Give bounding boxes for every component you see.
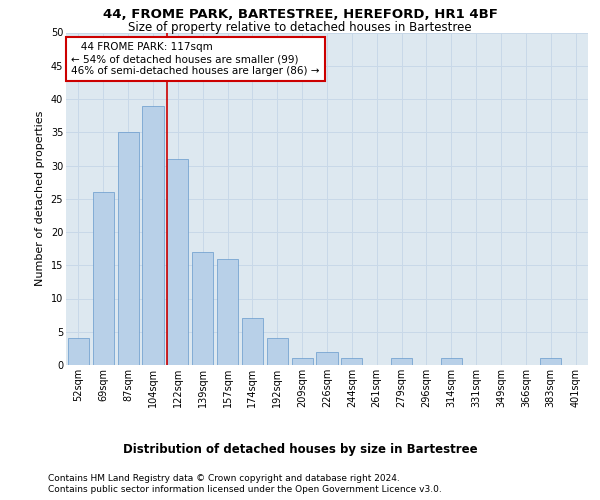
Bar <box>118 132 139 365</box>
Text: Size of property relative to detached houses in Bartestree: Size of property relative to detached ho… <box>128 21 472 34</box>
Bar <box>540 358 561 365</box>
Bar <box>316 352 338 365</box>
Text: Contains HM Land Registry data © Crown copyright and database right 2024.: Contains HM Land Registry data © Crown c… <box>48 474 400 483</box>
Y-axis label: Number of detached properties: Number of detached properties <box>35 111 45 286</box>
Bar <box>441 358 462 365</box>
Text: 44 FROME PARK: 117sqm
← 54% of detached houses are smaller (99)
46% of semi-deta: 44 FROME PARK: 117sqm ← 54% of detached … <box>71 42 320 76</box>
Bar <box>192 252 213 365</box>
Bar <box>267 338 288 365</box>
Bar <box>68 338 89 365</box>
Bar <box>217 258 238 365</box>
Bar <box>341 358 362 365</box>
Text: Contains public sector information licensed under the Open Government Licence v3: Contains public sector information licen… <box>48 485 442 494</box>
Bar <box>93 192 114 365</box>
Bar <box>391 358 412 365</box>
Text: 44, FROME PARK, BARTESTREE, HEREFORD, HR1 4BF: 44, FROME PARK, BARTESTREE, HEREFORD, HR… <box>103 8 497 20</box>
Bar <box>142 106 164 365</box>
Bar <box>167 159 188 365</box>
Bar <box>242 318 263 365</box>
Bar <box>292 358 313 365</box>
Text: Distribution of detached houses by size in Bartestree: Distribution of detached houses by size … <box>122 442 478 456</box>
